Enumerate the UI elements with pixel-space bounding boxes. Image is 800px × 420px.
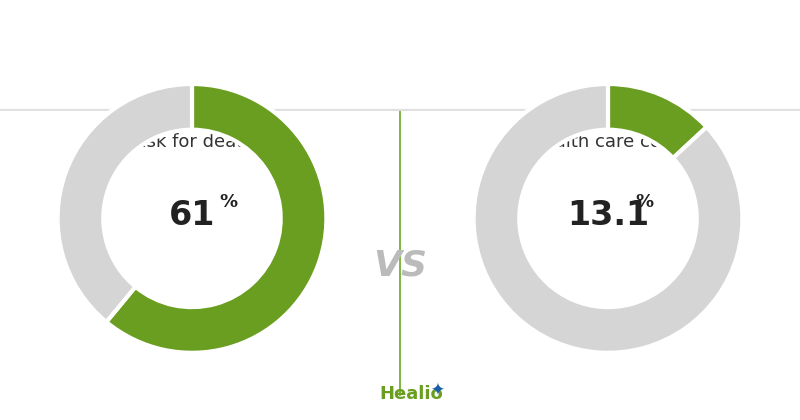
Text: 61: 61 <box>169 199 215 232</box>
Text: %: % <box>219 193 238 211</box>
Text: 13.1: 13.1 <box>567 199 649 232</box>
Wedge shape <box>474 84 742 353</box>
Text: One year after surgery, partially adjusted models: One year after surgery, partially adjust… <box>138 32 662 51</box>
Text: showed patients with COPD had increased:: showed patients with COPD had increased: <box>172 72 628 91</box>
Text: ✦: ✦ <box>430 382 445 400</box>
Wedge shape <box>58 84 192 322</box>
Text: Health care costs: Health care costs <box>530 133 686 151</box>
Text: %: % <box>635 193 654 211</box>
Wedge shape <box>608 84 706 158</box>
Text: Risk for death: Risk for death <box>129 133 255 151</box>
Wedge shape <box>106 84 326 353</box>
Text: Healio: Healio <box>379 385 443 403</box>
Text: VS: VS <box>373 249 427 283</box>
